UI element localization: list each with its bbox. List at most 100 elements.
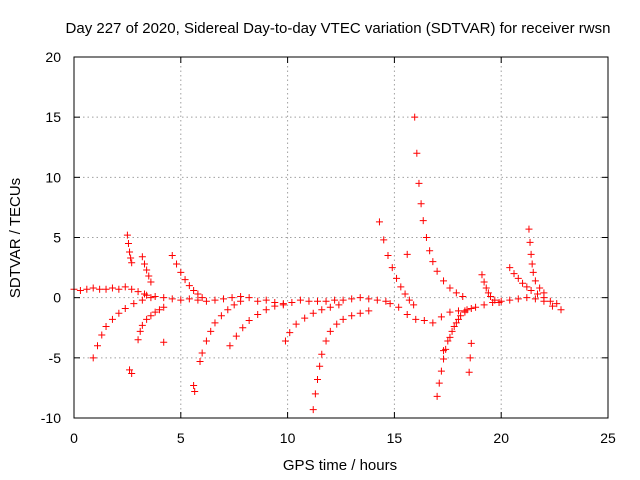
data-point — [536, 284, 544, 292]
series-rise-5 — [281, 301, 343, 345]
data-point — [557, 306, 565, 314]
data-point — [220, 295, 228, 303]
data-point — [440, 277, 448, 285]
data-point — [446, 333, 454, 341]
data-point — [262, 296, 270, 304]
series-fall-6 — [506, 264, 561, 308]
data-point — [89, 284, 97, 292]
y-tick-label: 20 — [45, 49, 61, 65]
y-tick-label: 0 — [53, 290, 61, 306]
data-point — [228, 294, 236, 302]
data-point — [440, 355, 448, 363]
data-point — [526, 238, 534, 246]
series-fall-2 — [138, 253, 155, 286]
data-point — [397, 283, 405, 291]
data-point — [102, 323, 110, 331]
data-point — [211, 319, 219, 327]
data-point — [138, 321, 146, 329]
data-point — [506, 264, 514, 272]
data-point — [356, 309, 364, 317]
data-point — [123, 231, 131, 239]
data-point — [254, 311, 262, 319]
series-fall-3 — [168, 252, 206, 302]
data-point — [143, 266, 151, 274]
data-point — [382, 297, 390, 305]
data-point — [98, 331, 106, 339]
data-point — [529, 268, 537, 276]
data-point — [459, 292, 467, 300]
data-point — [403, 311, 411, 319]
data-point — [457, 312, 465, 320]
data-point — [437, 367, 445, 375]
series-fall-4 — [375, 218, 418, 309]
data-point — [126, 248, 134, 256]
data-point — [190, 286, 198, 294]
data-point — [523, 294, 531, 302]
data-point — [454, 315, 462, 323]
y-tick-label: 15 — [45, 109, 61, 125]
data-point — [335, 301, 343, 309]
data-point — [326, 327, 334, 335]
series-point-1 — [126, 366, 136, 377]
data-point — [202, 297, 210, 305]
data-point — [433, 267, 441, 275]
data-point — [429, 319, 437, 327]
data-point — [239, 324, 247, 332]
data-point — [211, 296, 219, 304]
series-point-3 — [190, 382, 199, 396]
data-point — [448, 327, 456, 335]
series-base-band-2 — [143, 291, 390, 309]
data-point — [224, 306, 232, 314]
data-point — [375, 218, 383, 226]
data-point — [96, 285, 104, 293]
data-point — [437, 313, 445, 321]
series-rise-2 — [134, 303, 168, 344]
data-point — [309, 309, 317, 317]
series-rise-6 — [309, 307, 373, 414]
data-point — [422, 234, 430, 241]
data-point — [160, 303, 168, 311]
data-point — [309, 406, 317, 414]
data-point — [194, 296, 202, 304]
data-point — [467, 339, 475, 347]
data-point — [348, 312, 356, 320]
data-point — [435, 379, 443, 387]
data-point — [546, 297, 554, 305]
data-point — [318, 306, 326, 314]
data-point — [262, 306, 270, 314]
data-point — [198, 349, 206, 357]
data-point — [444, 337, 452, 345]
data-point — [412, 315, 420, 323]
data-point — [395, 303, 403, 311]
data-point — [126, 366, 134, 374]
x-tick-label: 0 — [70, 430, 78, 446]
data-point — [527, 286, 535, 294]
data-point — [93, 342, 101, 350]
data-point — [519, 279, 527, 287]
series-rise-9 — [465, 339, 475, 376]
data-point — [487, 292, 495, 300]
data-point — [185, 295, 193, 303]
y-tick-label: -5 — [49, 350, 62, 366]
data-point — [314, 297, 322, 305]
data-point — [202, 337, 210, 345]
data-point — [134, 288, 142, 296]
data-point — [326, 303, 334, 311]
data-point — [198, 294, 206, 302]
data-point — [466, 354, 474, 362]
data-point — [108, 315, 116, 323]
series-rise-7 — [433, 304, 475, 400]
data-point — [528, 260, 536, 268]
data-point — [160, 294, 168, 302]
series-rise-1 — [89, 294, 155, 362]
data-point — [130, 300, 138, 308]
data-point — [339, 315, 347, 323]
chart-title: Day 227 of 2020, Sidereal Day-to-day VTE… — [66, 20, 611, 37]
series-rise-8 — [440, 307, 469, 355]
data-point — [384, 252, 392, 260]
series-fall-7 — [525, 225, 548, 297]
data-point — [413, 149, 421, 157]
data-point — [446, 284, 454, 292]
data-point — [480, 301, 488, 309]
data-point — [134, 336, 142, 344]
